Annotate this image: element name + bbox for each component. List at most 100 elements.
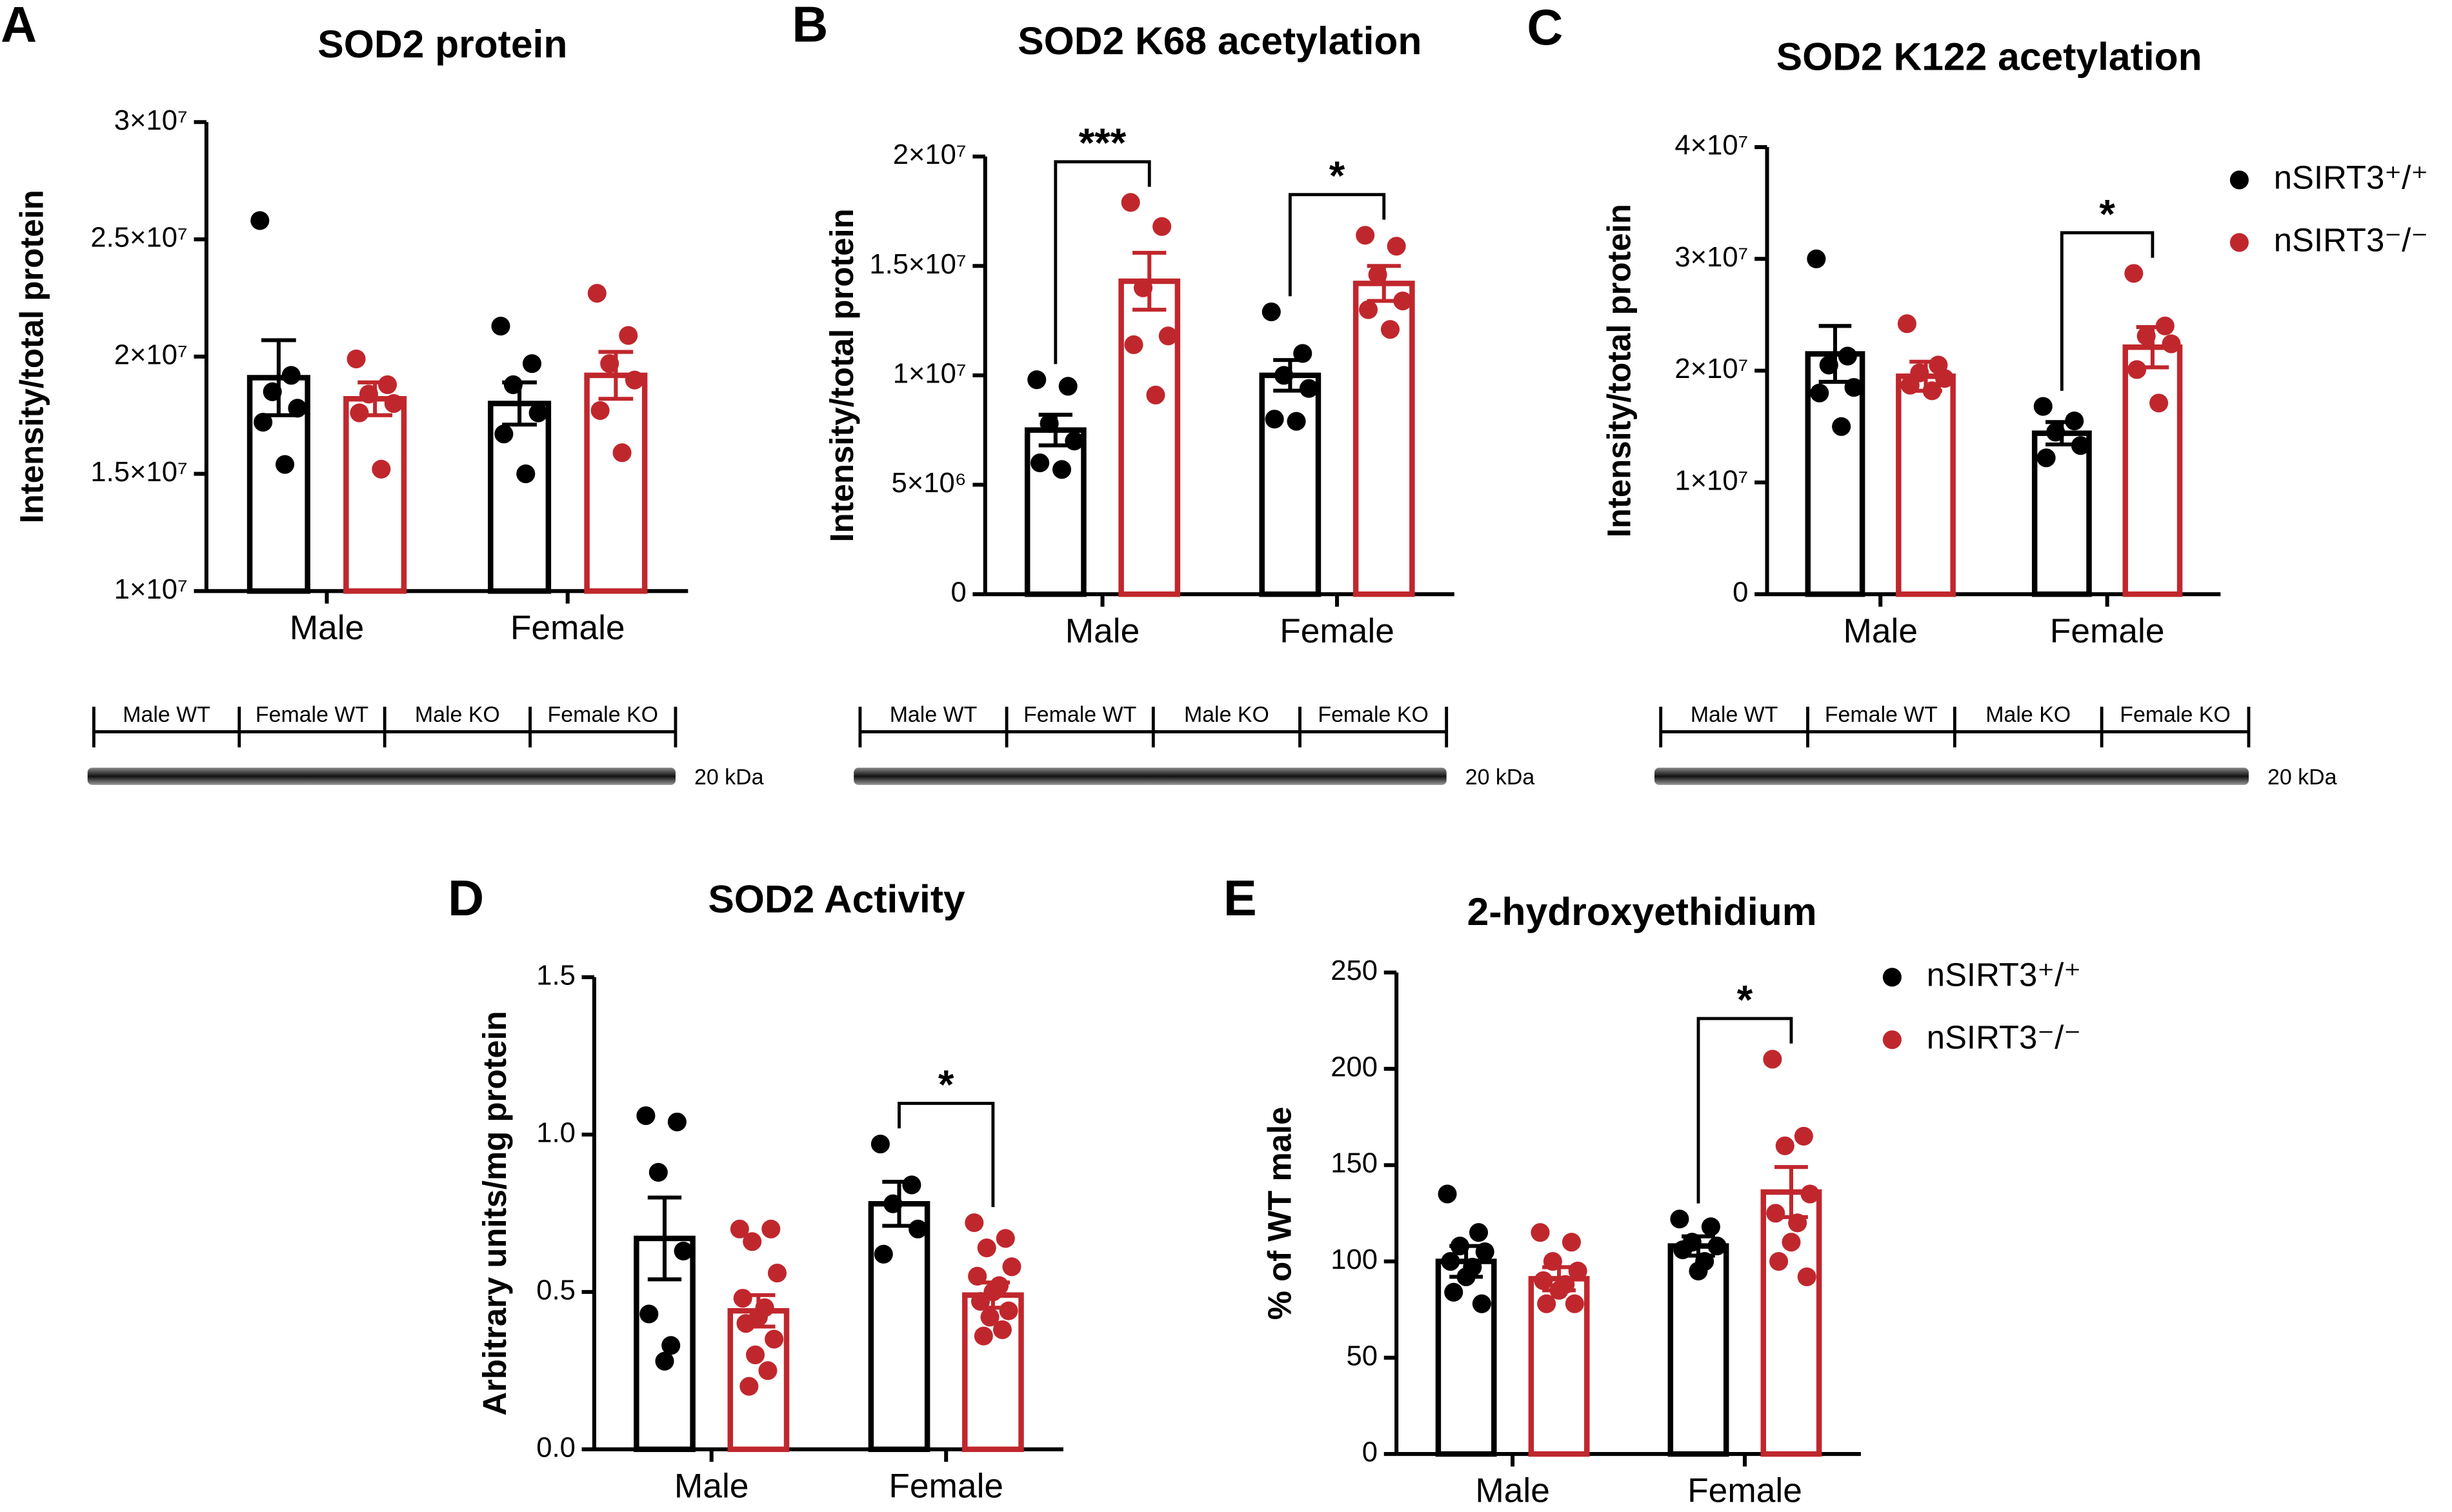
significance-bracket [1288, 193, 1386, 297]
y-tick-label: 2×10⁷ [893, 139, 967, 170]
data-point [1775, 1136, 1794, 1155]
significance-bracket [1054, 160, 1151, 364]
data-point [909, 1219, 928, 1238]
y-tick-label: 1.5×10⁷ [90, 457, 187, 488]
blot-lane-label: Male WT [890, 702, 978, 727]
data-point [2033, 397, 2053, 416]
data-point [528, 403, 548, 423]
data-point [2155, 316, 2175, 335]
bar [1259, 372, 1321, 597]
data-point [491, 317, 510, 336]
chart-title: SOD2 K122 acetylation [1776, 34, 2202, 78]
y-tick-label: 1.5×10⁷ [869, 249, 966, 280]
data-point [590, 401, 610, 420]
y-tick-label: 0 [1362, 1437, 1378, 1468]
x-tick-label: Male [290, 609, 365, 647]
data-point [1293, 344, 1312, 363]
data-point [874, 1244, 893, 1264]
x-tick-label: Female [510, 609, 625, 647]
blot-lane-label: Male KO [415, 702, 500, 727]
blot-marker: 20 kDa [1465, 765, 1535, 790]
data-point [1537, 1294, 1556, 1313]
data-point [977, 1238, 996, 1258]
data-point [1387, 237, 1406, 256]
data-point [1450, 1237, 1469, 1256]
blot-lane-label: Female WT [256, 702, 368, 727]
bar [2122, 344, 2183, 597]
x-tick-label: Male [674, 1467, 749, 1505]
y-tick-label: 200 [1331, 1051, 1378, 1082]
data-point [522, 354, 542, 373]
data-point [1568, 1261, 1587, 1280]
y-tick-label: 0 [1733, 577, 1748, 608]
data-point [999, 1301, 1018, 1320]
data-point [1121, 193, 1140, 212]
error-bar [258, 338, 299, 417]
data-point [1782, 1233, 1801, 1252]
error-bar [1364, 264, 1404, 303]
data-point [587, 284, 607, 303]
data-point [1832, 417, 1851, 436]
data-point [516, 464, 536, 484]
legend-marker [1882, 968, 1902, 987]
error-bar [596, 350, 636, 401]
data-point [1531, 1223, 1550, 1242]
data-point [1441, 1251, 1460, 1271]
data-point [761, 1219, 781, 1238]
y-tick-label: 1×10⁷ [893, 358, 967, 389]
data-point [980, 1308, 1000, 1327]
data-point [1707, 1237, 1727, 1256]
x-tick-label: Female [889, 1467, 1003, 1505]
data-point [1380, 320, 1400, 339]
data-point [765, 1329, 784, 1349]
data-point [288, 399, 307, 418]
bar [868, 1200, 930, 1453]
y-tick-label: 150 [1331, 1148, 1378, 1179]
data-point [503, 375, 523, 394]
data-point [1534, 1271, 1553, 1290]
data-point [655, 1351, 674, 1371]
blot-lane-label: Female KO [2120, 702, 2230, 727]
data-point [674, 1241, 693, 1260]
y-tick-label: 1×10⁷ [1674, 465, 1748, 496]
data-point [1146, 385, 1165, 404]
chart-title: SOD2 Activity [708, 877, 965, 921]
legend-marker [1882, 1030, 1902, 1049]
x-tick-label: Female [1280, 612, 1394, 650]
blot-lane-label: Male WT [1691, 702, 1778, 727]
data-point [970, 1291, 990, 1311]
data-point [276, 455, 295, 474]
data-point [1158, 326, 1178, 346]
data-point [281, 366, 301, 385]
data-point [372, 459, 391, 479]
data-point [1797, 1267, 1816, 1286]
data-point [1475, 1242, 1494, 1262]
data-point [1800, 1184, 1820, 1204]
data-point [1897, 314, 1916, 333]
data-point [254, 413, 273, 432]
data-point [730, 1219, 749, 1238]
data-point [739, 1377, 759, 1396]
y-axis-label: Intensity/total protein [823, 208, 860, 542]
x-tick-label: Male [1843, 612, 1918, 650]
data-point [2127, 360, 2147, 379]
y-axis-label: Intensity/total protein [1601, 204, 1638, 537]
data-point [996, 1229, 1015, 1248]
error-bar [2133, 325, 2172, 370]
error-bar [1816, 324, 1854, 384]
y-tick-label: 4×10⁷ [1674, 130, 1748, 161]
panel-letter: C [1527, 0, 1563, 55]
x-tick-label: Male [1475, 1472, 1550, 1510]
y-tick-label: 0.5 [536, 1275, 576, 1306]
data-point [648, 1162, 668, 1182]
data-point [2046, 423, 2065, 442]
data-point [733, 1289, 752, 1308]
blot-marker: 20 kDa [2267, 765, 2337, 790]
data-point [1265, 410, 1284, 429]
y-tick-label: 100 [1331, 1244, 1378, 1275]
data-point [736, 1314, 756, 1333]
x-tick-label: Male [1065, 612, 1140, 650]
legend-label: nSIRT3⁺/⁺ [2274, 159, 2428, 195]
data-point [2071, 436, 2090, 455]
data-point [1299, 379, 1318, 398]
